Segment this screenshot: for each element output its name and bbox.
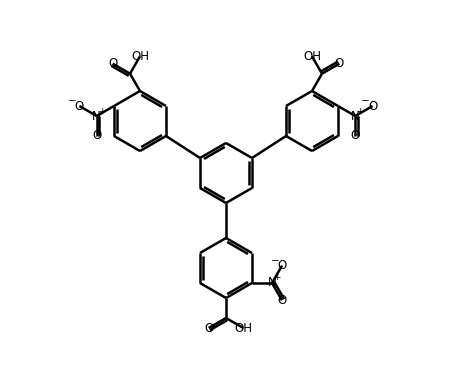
Text: O: O [92, 130, 101, 143]
Text: OH: OH [131, 50, 149, 63]
Text: −: − [360, 96, 369, 106]
Text: −: − [270, 256, 279, 266]
Text: +: + [272, 274, 280, 282]
Text: OH: OH [302, 50, 320, 63]
Text: +: + [98, 107, 105, 116]
Text: +: + [356, 107, 363, 116]
Text: O: O [334, 57, 343, 70]
Text: O: O [367, 99, 377, 113]
Text: OH: OH [234, 322, 252, 335]
Text: N: N [350, 110, 359, 122]
Text: N: N [92, 110, 101, 122]
Text: O: O [277, 259, 286, 272]
Text: O: O [277, 294, 286, 307]
Text: O: O [108, 57, 117, 70]
Text: O: O [350, 130, 359, 143]
Text: O: O [203, 322, 213, 335]
Text: O: O [74, 99, 84, 113]
Text: N: N [267, 276, 276, 290]
Text: −: − [68, 96, 77, 106]
